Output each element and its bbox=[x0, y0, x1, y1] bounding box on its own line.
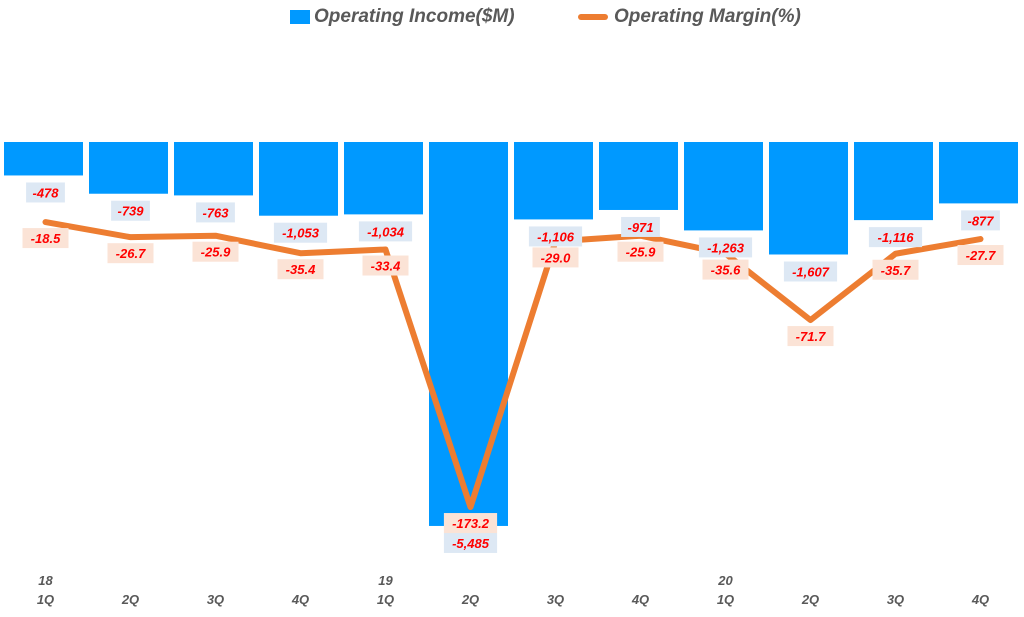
x-tick-label: 4Q bbox=[971, 592, 989, 607]
x-tick-label: 1Q bbox=[37, 592, 54, 607]
bar bbox=[4, 142, 83, 176]
margin-data-label: -173.2 bbox=[443, 513, 498, 534]
x-tick-label: 4Q bbox=[631, 592, 649, 607]
legend-item-operating-margin: Operating Margin(%) bbox=[578, 6, 801, 28]
svg-text:-35.7: -35.7 bbox=[881, 263, 911, 278]
x-tick-label: 4Q bbox=[291, 592, 309, 607]
x-year-label: 18 bbox=[38, 573, 53, 588]
bar bbox=[939, 142, 1018, 204]
margin-data-label: -26.7 bbox=[107, 243, 154, 264]
svg-text:-25.9: -25.9 bbox=[626, 245, 656, 260]
legend-swatch-line bbox=[578, 14, 608, 20]
x-tick-label: 3Q bbox=[887, 592, 904, 607]
bar bbox=[89, 142, 168, 194]
legend-swatch-bar bbox=[290, 10, 310, 24]
svg-text:-1,034: -1,034 bbox=[367, 224, 405, 239]
svg-text:-25.9: -25.9 bbox=[201, 245, 231, 260]
x-tick-label: 1Q bbox=[717, 592, 734, 607]
margin-data-label: -33.4 bbox=[362, 255, 409, 276]
bar bbox=[429, 142, 508, 526]
svg-text:-18.5: -18.5 bbox=[31, 231, 61, 246]
margin-data-label: -25.9 bbox=[617, 241, 664, 262]
bar-data-label: -763 bbox=[196, 202, 235, 223]
bar-data-label: -1,034 bbox=[358, 221, 413, 242]
svg-text:-1,607: -1,607 bbox=[792, 264, 830, 279]
x-tick-label: 3Q bbox=[547, 592, 564, 607]
x-tick-label: 2Q bbox=[121, 592, 139, 607]
margin-data-label: -35.4 bbox=[277, 259, 324, 280]
bar bbox=[259, 142, 338, 216]
x-tick-label: 2Q bbox=[801, 592, 819, 607]
bar bbox=[769, 142, 848, 255]
x-tick-label: 3Q bbox=[207, 592, 224, 607]
margin-data-label: -25.9 bbox=[192, 241, 239, 262]
bar-data-label: -5,485 bbox=[443, 532, 498, 553]
svg-text:-71.7: -71.7 bbox=[796, 329, 826, 344]
svg-text:-877: -877 bbox=[967, 213, 994, 228]
svg-text:-5,485: -5,485 bbox=[452, 536, 490, 551]
legend: Operating Income($M) Operating Margin(%) bbox=[0, 6, 1024, 32]
x-tick-label: 1Q bbox=[377, 592, 394, 607]
svg-text:-478: -478 bbox=[32, 185, 59, 200]
margin-data-label: -35.7 bbox=[872, 259, 919, 280]
svg-text:-35.4: -35.4 bbox=[286, 262, 316, 277]
bar bbox=[599, 142, 678, 210]
x-tick-label: 2Q bbox=[461, 592, 479, 607]
svg-text:-739: -739 bbox=[117, 204, 144, 219]
svg-text:-26.7: -26.7 bbox=[116, 246, 146, 261]
svg-text:-1,106: -1,106 bbox=[537, 229, 575, 244]
bar bbox=[684, 142, 763, 231]
margin-data-label: -29.0 bbox=[532, 247, 579, 268]
svg-text:-971: -971 bbox=[627, 220, 653, 235]
bar-data-label: -478 bbox=[26, 182, 65, 203]
svg-text:-173.2: -173.2 bbox=[452, 516, 490, 531]
svg-text:-29.0: -29.0 bbox=[541, 250, 571, 265]
bar-data-label: -1,053 bbox=[273, 222, 328, 243]
svg-text:-1,116: -1,116 bbox=[878, 230, 915, 245]
svg-text:-1,263: -1,263 bbox=[707, 240, 745, 255]
margin-data-label: -27.7 bbox=[957, 245, 1004, 266]
legend-item-operating-income: Operating Income($M) bbox=[290, 6, 515, 28]
bar bbox=[344, 142, 423, 215]
svg-text:-27.7: -27.7 bbox=[966, 248, 996, 263]
legend-label: Operating Income($M) bbox=[314, 6, 515, 27]
bar bbox=[174, 142, 253, 196]
bar bbox=[854, 142, 933, 221]
bar-data-label: -971 bbox=[621, 216, 660, 237]
legend-label: Operating Margin(%) bbox=[614, 6, 801, 27]
svg-text:-33.4: -33.4 bbox=[371, 259, 401, 274]
bar-data-label: -1,106 bbox=[528, 226, 583, 247]
x-year-label: 19 bbox=[378, 573, 393, 588]
bar-data-label: -1,116 bbox=[868, 227, 923, 248]
margin-line bbox=[42, 219, 984, 511]
bar-data-label: -877 bbox=[961, 210, 1000, 231]
svg-text:-1,053: -1,053 bbox=[282, 226, 320, 241]
margin-data-label: -71.7 bbox=[787, 326, 834, 347]
bar-data-label: -739 bbox=[111, 200, 150, 221]
bar bbox=[514, 142, 593, 220]
x-year-label: 20 bbox=[717, 573, 733, 588]
svg-text:-35.6: -35.6 bbox=[711, 263, 741, 278]
svg-text:-763: -763 bbox=[202, 205, 229, 220]
bar-data-label: -1,607 bbox=[783, 261, 838, 282]
margin-data-label: -18.5 bbox=[22, 228, 69, 249]
margin-data-label: -35.6 bbox=[702, 259, 749, 280]
bar-data-label: -1,263 bbox=[698, 237, 753, 258]
